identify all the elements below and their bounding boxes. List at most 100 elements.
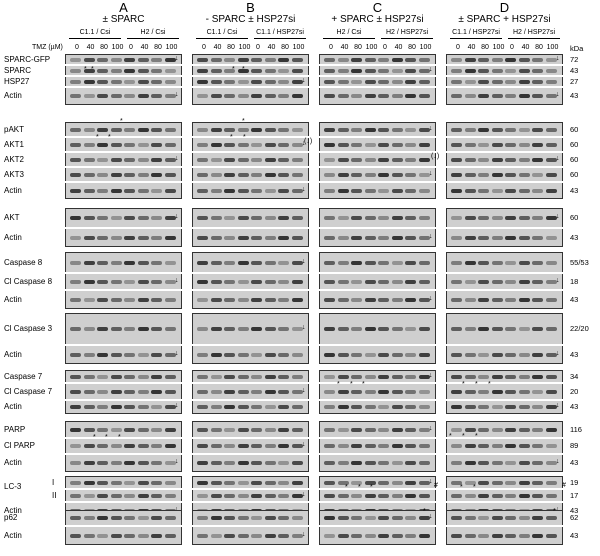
protein-band	[391, 389, 403, 394]
strip-separator	[192, 525, 309, 527]
protein-band	[291, 172, 303, 177]
protein-band	[224, 389, 235, 394]
protein-band	[378, 327, 389, 331]
row-label: AKT2	[4, 154, 25, 164]
protein-band	[278, 405, 289, 409]
protein-band	[337, 57, 349, 62]
protein-band	[351, 297, 362, 302]
protein-band	[251, 461, 262, 465]
arrow-marker: ↓	[302, 76, 306, 84]
protein-band	[291, 352, 303, 357]
protein-band	[197, 57, 208, 62]
protein-band	[70, 260, 81, 265]
protein-band	[137, 172, 149, 177]
strip-separator	[319, 453, 436, 455]
protein-band	[210, 235, 222, 240]
kda-value: 18	[570, 276, 579, 286]
protein-band	[251, 94, 262, 98]
arrow-marker: ↓	[302, 441, 306, 448]
protein-band	[518, 297, 530, 302]
protein-band	[378, 516, 389, 520]
protein-band	[291, 389, 303, 394]
protein-band	[464, 57, 476, 62]
protein-band	[505, 94, 516, 98]
asterisk-marker: *	[460, 484, 463, 491]
concentration-label: 100	[419, 44, 432, 51]
protein-band	[491, 57, 503, 62]
protein-band	[405, 405, 416, 409]
group-underline	[508, 38, 560, 39]
protein-band	[337, 297, 349, 302]
protein-band	[97, 352, 108, 357]
protein-band	[110, 444, 122, 448]
protein-band	[251, 480, 262, 485]
lc3-sublabel: I	[52, 477, 55, 487]
lc3-sublabel: II	[52, 490, 57, 500]
protein-band	[532, 68, 543, 73]
kda-value: 27	[570, 76, 579, 86]
protein-band	[110, 188, 122, 193]
asterisk-marker: *	[232, 66, 235, 73]
protein-band	[97, 142, 108, 147]
protein-band	[378, 188, 389, 193]
protein-band	[237, 172, 249, 177]
arrow-marker: ↓	[175, 213, 179, 220]
protein-band	[224, 68, 235, 73]
protein-band	[364, 127, 376, 132]
protein-band	[491, 94, 503, 98]
protein-band	[224, 57, 235, 62]
protein-band	[124, 444, 135, 448]
panel-letter: C	[372, 0, 383, 15]
protein-band	[210, 188, 222, 193]
protein-band	[137, 374, 149, 379]
protein-band	[324, 157, 335, 162]
protein-band	[110, 533, 122, 538]
paren-arrow-marker: (↓)	[304, 138, 313, 145]
protein-band	[197, 480, 208, 485]
protein-band	[324, 260, 335, 265]
protein-band	[97, 533, 108, 538]
protein-band	[97, 260, 108, 265]
protein-band	[518, 172, 530, 177]
protein-band	[478, 516, 489, 520]
protein-band	[124, 427, 135, 432]
protein-band	[364, 172, 376, 177]
protein-band	[151, 57, 162, 62]
strip-separator	[192, 488, 309, 490]
protein-band	[110, 260, 122, 265]
protein-band	[405, 297, 416, 302]
strip-separator	[192, 501, 309, 503]
protein-band	[70, 188, 81, 193]
protein-band	[418, 57, 430, 62]
protein-band	[197, 260, 208, 265]
group-underline	[450, 38, 502, 39]
protein-band	[464, 188, 476, 193]
protein-band	[505, 68, 516, 73]
protein-band	[451, 68, 462, 73]
protein-band	[351, 142, 362, 147]
protein-band	[137, 216, 149, 220]
protein-band	[164, 216, 176, 220]
protein-band	[464, 157, 476, 162]
protein-band	[532, 427, 543, 432]
protein-band	[264, 57, 276, 62]
protein-band	[505, 157, 516, 162]
protein-band	[137, 427, 149, 432]
protein-band	[70, 480, 81, 485]
protein-band	[110, 79, 122, 84]
protein-band	[291, 57, 303, 62]
strip-separator	[446, 399, 563, 401]
protein-band	[237, 516, 249, 520]
strip-separator	[446, 64, 563, 66]
group-label: C1.1 / HSP27si	[452, 29, 500, 36]
protein-band	[464, 279, 476, 284]
protein-band	[124, 533, 135, 538]
protein-band	[491, 327, 503, 331]
protein-band	[464, 533, 476, 538]
protein-band	[378, 127, 389, 132]
row-label: Actin	[4, 294, 22, 304]
protein-band	[491, 405, 503, 409]
row-label: Cl PARP	[4, 441, 35, 450]
protein-band	[97, 79, 108, 84]
